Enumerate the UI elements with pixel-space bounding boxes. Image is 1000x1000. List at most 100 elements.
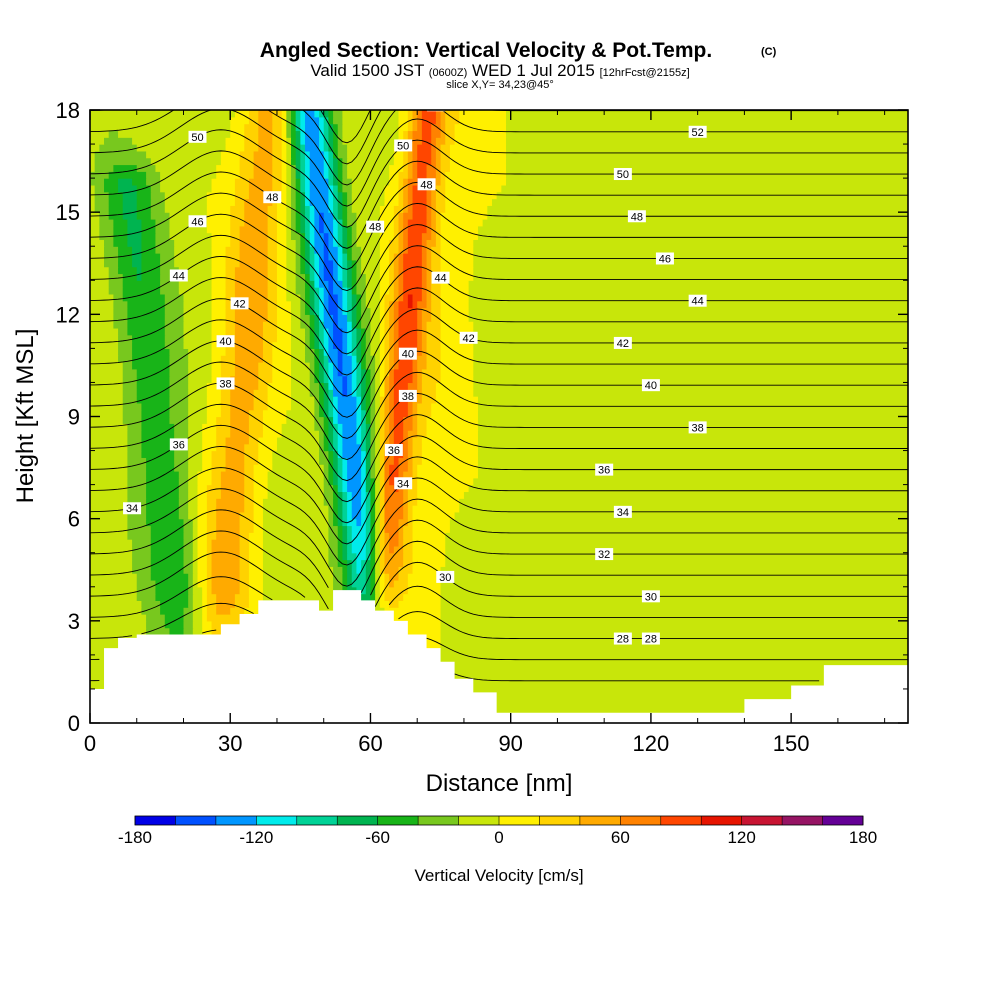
velocity-cell: [337, 171, 344, 179]
velocity-cell: [286, 205, 292, 213]
velocity-cell: [398, 321, 418, 329]
velocity-cell: [337, 518, 344, 527]
velocity-cell: [328, 396, 334, 404]
velocity-cell: [94, 164, 114, 172]
velocity-cell: [319, 314, 325, 322]
velocity-cell: [267, 382, 292, 390]
velocity-cell: [337, 164, 344, 172]
velocity-cell: [356, 518, 362, 527]
velocity-cell: [234, 327, 264, 336]
svg-text:42: 42: [462, 333, 474, 345]
velocity-cell: [150, 566, 185, 574]
velocity-cell: [262, 505, 329, 513]
velocity-cell: [328, 511, 334, 520]
isentrope-label: 40: [398, 347, 417, 361]
velocity-cell: [188, 362, 213, 370]
velocity-cell: [239, 157, 255, 166]
velocity-cell: [459, 116, 507, 125]
velocity-cell: [244, 477, 255, 486]
velocity-cell: [328, 144, 334, 152]
velocity-cell: [146, 498, 180, 506]
velocity-cell: [272, 464, 325, 472]
velocity-cell: [239, 559, 250, 567]
velocity-cell: [248, 600, 264, 608]
velocity-cell: [258, 123, 273, 132]
velocity-cell: [141, 225, 157, 234]
velocity-cell: [384, 382, 390, 390]
velocity-cell: [267, 287, 278, 295]
colorbar-tick: 0: [494, 828, 503, 847]
velocity-cell: [239, 511, 255, 520]
velocity-cell: [90, 239, 105, 247]
velocity-cell: [347, 341, 353, 349]
velocity-cell: [314, 341, 320, 349]
velocity-cell: [435, 688, 908, 697]
velocity-cell: [118, 259, 133, 268]
velocity-cell: [379, 436, 386, 445]
velocity-cell: [160, 266, 180, 275]
velocity-cell: [253, 477, 269, 486]
velocity-cell: [342, 205, 348, 213]
velocity-cell: [351, 539, 367, 547]
isentrope-label: 48: [366, 220, 385, 234]
velocity-cell: [319, 123, 325, 132]
isentrope-line: [90, 576, 908, 618]
velocity-cell: [342, 573, 348, 581]
velocity-cell: [220, 157, 241, 166]
velocity-cell: [216, 164, 241, 172]
velocity-cell: [342, 253, 348, 261]
velocity-cell: [188, 498, 199, 506]
velocity-cell: [272, 362, 292, 370]
velocity-cell: [412, 144, 418, 152]
velocity-cell: [328, 341, 334, 349]
velocity-cell: [188, 436, 203, 445]
velocity-cell: [333, 314, 339, 322]
velocity-cell: [417, 341, 423, 349]
velocity-cell: [361, 409, 367, 418]
velocity-cell: [328, 552, 339, 561]
velocity-cell: [90, 150, 96, 159]
svg-text:34: 34: [126, 503, 138, 515]
velocity-cell: [347, 171, 390, 179]
velocity-cell: [188, 491, 199, 499]
velocity-cell: [290, 232, 301, 241]
velocity-cell: [347, 457, 362, 465]
svg-text:42: 42: [617, 338, 629, 350]
velocity-cell: [262, 532, 329, 540]
velocity-cell: [333, 498, 339, 506]
velocity-cell: [94, 198, 110, 206]
velocity-cell: [347, 266, 353, 275]
velocity-cell: [403, 491, 409, 499]
velocity-cell: [342, 341, 348, 349]
velocity-cell: [379, 566, 386, 574]
velocity-cell: [253, 396, 269, 404]
velocity-cell: [412, 545, 446, 554]
velocity-cell: [244, 457, 259, 465]
velocity-cell: [337, 362, 344, 370]
velocity-cell: [370, 430, 376, 438]
velocity-cell: [440, 232, 479, 241]
velocity-cell: [506, 123, 908, 132]
velocity-cell: [323, 239, 329, 247]
velocity-cell: [361, 341, 367, 349]
velocity-cell: [351, 178, 390, 186]
velocity-cell: [379, 545, 386, 554]
isentrope-line: [90, 361, 908, 460]
velocity-cell: [211, 586, 241, 595]
velocity-cell: [370, 566, 376, 574]
velocity-cell: [356, 280, 367, 288]
velocity-cell: [94, 191, 110, 200]
velocity-cell: [393, 430, 404, 438]
velocity-cell: [136, 368, 171, 377]
velocity-cell: [417, 382, 423, 390]
velocity-cell: [407, 450, 414, 458]
velocity-cell: [347, 579, 353, 588]
velocity-cell: [384, 552, 404, 561]
velocity-cell: [337, 559, 348, 567]
velocity-cell: [188, 389, 208, 397]
velocity-cell: [309, 334, 315, 343]
velocity-cell: [421, 314, 432, 322]
velocity-cell: [393, 273, 400, 281]
velocity-cell: [351, 362, 358, 370]
velocity-cell: [160, 171, 217, 179]
